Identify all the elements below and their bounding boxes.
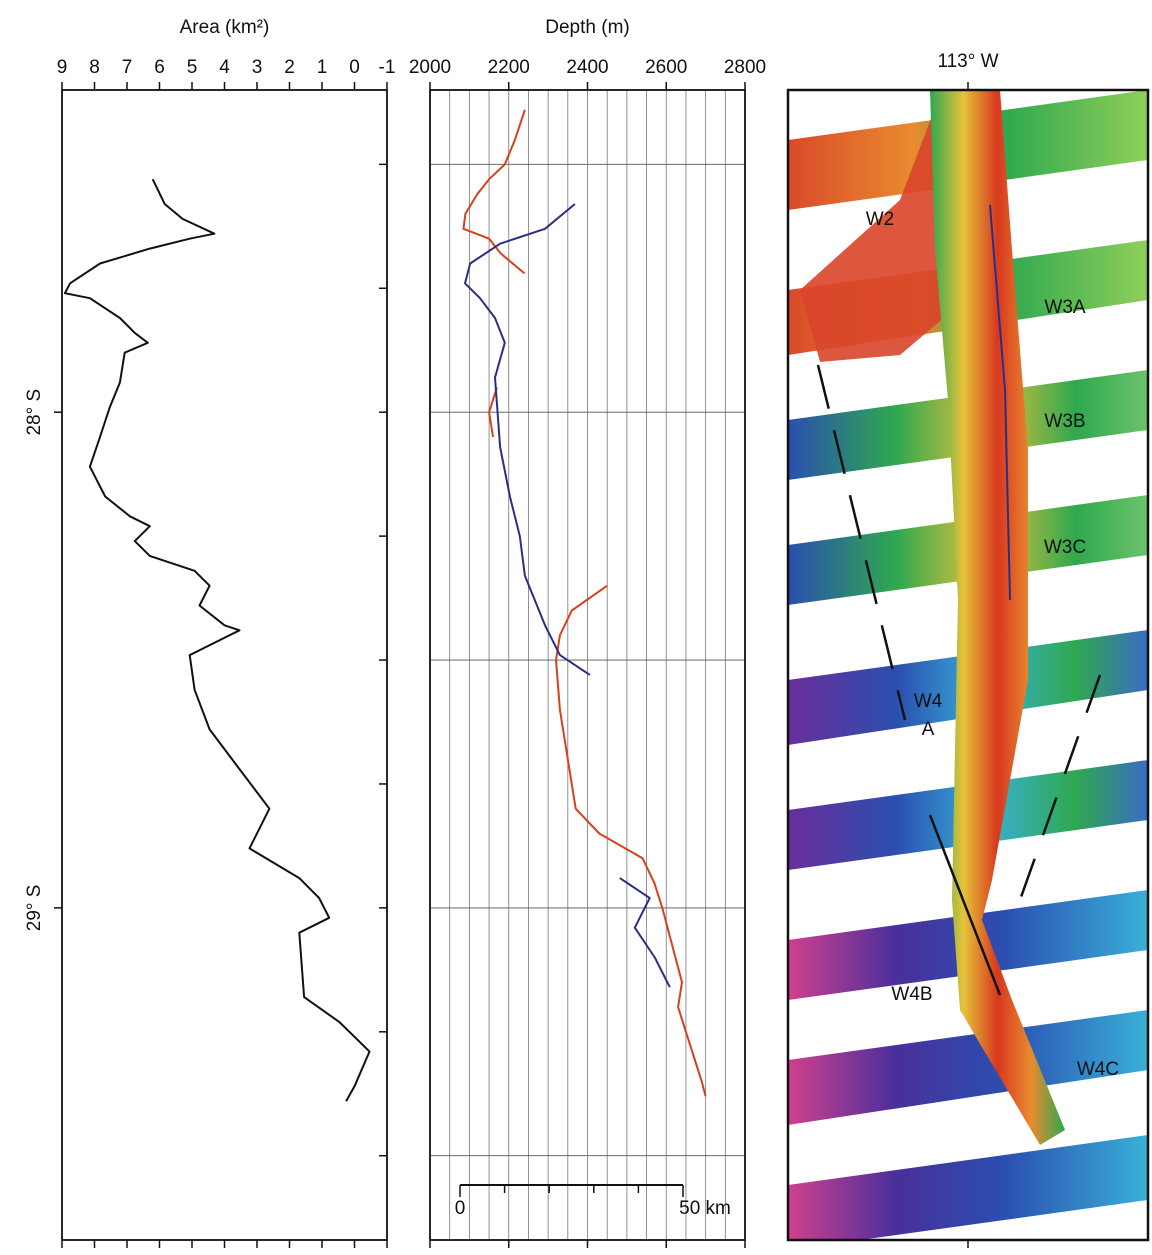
fault-line	[1018, 674, 1102, 901]
map-axis-label: 113° W	[937, 51, 998, 72]
map-label: W4B	[891, 984, 932, 1005]
x-tick-label: -1	[379, 57, 396, 78]
x-tick-label: 5	[187, 57, 198, 78]
x-tick-label: 2800	[724, 57, 766, 78]
scale-label: 0	[455, 1198, 466, 1219]
panel-title: Depth (m)	[545, 17, 629, 38]
swath	[788, 1135, 1148, 1240]
x-tick-label: 9	[57, 57, 68, 78]
map-label: A	[922, 719, 935, 740]
plot-frame	[429, 89, 746, 1241]
map-label: W3A	[1044, 297, 1086, 318]
x-tick-label: 4	[219, 57, 230, 78]
x-tick-label: 2000	[409, 57, 451, 78]
bathymetry-map	[788, 90, 1148, 1240]
axis-trace	[989, 204, 1011, 601]
x-tick-label: 2	[284, 57, 295, 78]
x-tick-label: 2600	[645, 57, 687, 78]
fault-line	[816, 364, 907, 721]
panel-title: Area (km²)	[180, 17, 270, 38]
x-tick-label: 1	[317, 57, 328, 78]
map-label: W3B	[1044, 411, 1085, 432]
y-tick-label: 29° S	[24, 885, 45, 932]
x-tick-label: 6	[154, 57, 165, 78]
map-label: W4C	[1077, 1059, 1119, 1080]
plot-frame	[61, 89, 388, 1241]
ridge	[930, 90, 1065, 1145]
swath	[788, 1010, 1148, 1125]
y-tick-label: 28° S	[24, 389, 45, 436]
x-tick-label: 7	[122, 57, 133, 78]
ridge	[800, 95, 975, 362]
x-tick-label: 2400	[566, 57, 608, 78]
x-tick-label: 3	[252, 57, 263, 78]
fault-line	[928, 814, 1002, 996]
profile-line	[63, 178, 371, 1102]
scale-label: 50 km	[679, 1198, 731, 1219]
map-label: W4	[914, 691, 943, 712]
map-label: W3C	[1044, 537, 1086, 558]
profile-line	[464, 203, 671, 988]
x-tick-label: 0	[349, 57, 360, 78]
x-tick-label: 8	[89, 57, 100, 78]
x-tick-label: 2200	[488, 57, 530, 78]
map-label: W2	[866, 209, 895, 230]
profile-line	[462, 109, 707, 1097]
